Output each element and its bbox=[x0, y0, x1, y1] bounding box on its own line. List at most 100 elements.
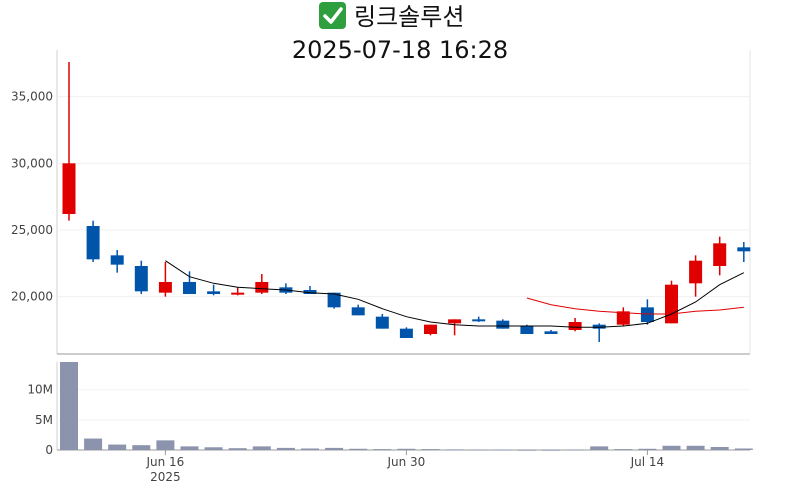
volume-bar bbox=[204, 447, 223, 450]
candle-body bbox=[665, 284, 678, 324]
volume-bar bbox=[445, 449, 464, 451]
candle bbox=[544, 330, 558, 334]
volume-bar bbox=[421, 449, 440, 451]
volume-axis-ticks: 0 5M 10M bbox=[27, 383, 750, 457]
volume-bar bbox=[325, 447, 344, 450]
candle bbox=[737, 242, 751, 262]
volume-bar bbox=[686, 445, 705, 450]
candle bbox=[399, 327, 413, 338]
candle-body bbox=[231, 292, 245, 295]
volume-bar bbox=[566, 449, 585, 451]
candle bbox=[183, 271, 196, 294]
volume-bar bbox=[252, 446, 271, 450]
volume-bar bbox=[60, 362, 78, 450]
candle-body bbox=[472, 319, 486, 322]
candle bbox=[689, 255, 703, 297]
candle-body bbox=[303, 290, 317, 294]
candle bbox=[568, 318, 582, 332]
candle bbox=[375, 314, 389, 329]
volume-bar bbox=[493, 449, 512, 451]
volume-bar bbox=[397, 448, 416, 450]
candle-body bbox=[158, 282, 172, 293]
candle-body bbox=[616, 311, 630, 325]
candle-body bbox=[255, 282, 269, 293]
candle bbox=[472, 316, 486, 322]
candle-body bbox=[424, 324, 437, 334]
candle bbox=[327, 292, 341, 309]
volume-bar bbox=[349, 448, 368, 450]
candle-body bbox=[448, 319, 462, 324]
volume-bar bbox=[228, 448, 247, 450]
candle-body bbox=[544, 331, 558, 334]
candle-body bbox=[689, 260, 703, 284]
volume-bar bbox=[542, 449, 560, 451]
candle-body bbox=[134, 266, 148, 292]
candle-body bbox=[496, 320, 510, 329]
volume-bar bbox=[710, 446, 729, 450]
year-tick-label: 2025 bbox=[150, 470, 181, 484]
volume-bar bbox=[734, 448, 753, 450]
price-axis-ticks: 20,000 25,000 30,000 35,000 bbox=[11, 90, 750, 304]
moving-average-short-line bbox=[165, 260, 745, 328]
candle-body bbox=[568, 322, 582, 330]
candle bbox=[424, 324, 437, 336]
price-tick-label: 25,000 bbox=[11, 223, 53, 237]
candle bbox=[592, 323, 606, 342]
candle-body bbox=[110, 255, 124, 265]
moving-average-long-line bbox=[526, 297, 744, 315]
candle bbox=[134, 260, 148, 294]
date-tick-label: Jul 14 bbox=[630, 455, 665, 469]
candle bbox=[448, 319, 462, 336]
candle-body bbox=[713, 243, 727, 266]
candle bbox=[86, 220, 100, 262]
volume-bar bbox=[301, 448, 319, 450]
date-tick-label: Jun 30 bbox=[386, 455, 425, 469]
candle-body bbox=[351, 307, 365, 316]
candle bbox=[640, 299, 654, 325]
candle-body bbox=[737, 247, 751, 252]
price-tick-label: 20,000 bbox=[11, 290, 53, 304]
candle-body bbox=[520, 326, 534, 334]
check-mark-icon bbox=[319, 2, 346, 29]
volume-bar bbox=[590, 446, 609, 450]
check-mark-icon-glyph bbox=[323, 7, 343, 24]
candle bbox=[158, 262, 172, 297]
candle-body bbox=[62, 163, 76, 214]
volume-bar bbox=[156, 440, 175, 450]
candle-body bbox=[640, 307, 654, 322]
volume-bar bbox=[108, 444, 127, 450]
volume-bar bbox=[469, 449, 488, 451]
candle bbox=[496, 319, 510, 329]
volume-tick-label: 5M bbox=[35, 413, 53, 427]
chart-timestamp: 2025-07-18 16:28 bbox=[292, 36, 508, 64]
candle bbox=[351, 304, 365, 316]
candle-body bbox=[399, 328, 413, 338]
volume-bar bbox=[132, 445, 151, 450]
volume-bar bbox=[614, 449, 633, 451]
candle bbox=[207, 284, 221, 296]
candle-body bbox=[375, 316, 389, 329]
candle-body bbox=[86, 226, 100, 260]
candle-body bbox=[207, 291, 221, 294]
candle-body bbox=[183, 282, 196, 294]
volume-bar bbox=[517, 449, 536, 451]
candle bbox=[62, 62, 76, 221]
volume-tick-label: 0 bbox=[45, 443, 53, 457]
candle bbox=[713, 236, 727, 276]
candle bbox=[665, 280, 678, 324]
volume-bar bbox=[84, 438, 103, 450]
volume-bar bbox=[180, 446, 199, 450]
candle-body bbox=[327, 292, 341, 308]
candle bbox=[231, 287, 245, 296]
volume-bar bbox=[662, 445, 681, 450]
volume-bar bbox=[373, 449, 392, 451]
candle-body bbox=[592, 324, 606, 329]
volume-tick-label: 10M bbox=[27, 383, 53, 397]
volume-bar bbox=[638, 448, 657, 450]
check-mark-icon-box bbox=[319, 2, 346, 29]
volume-bar-series bbox=[60, 362, 753, 451]
volume-bar bbox=[276, 447, 295, 450]
